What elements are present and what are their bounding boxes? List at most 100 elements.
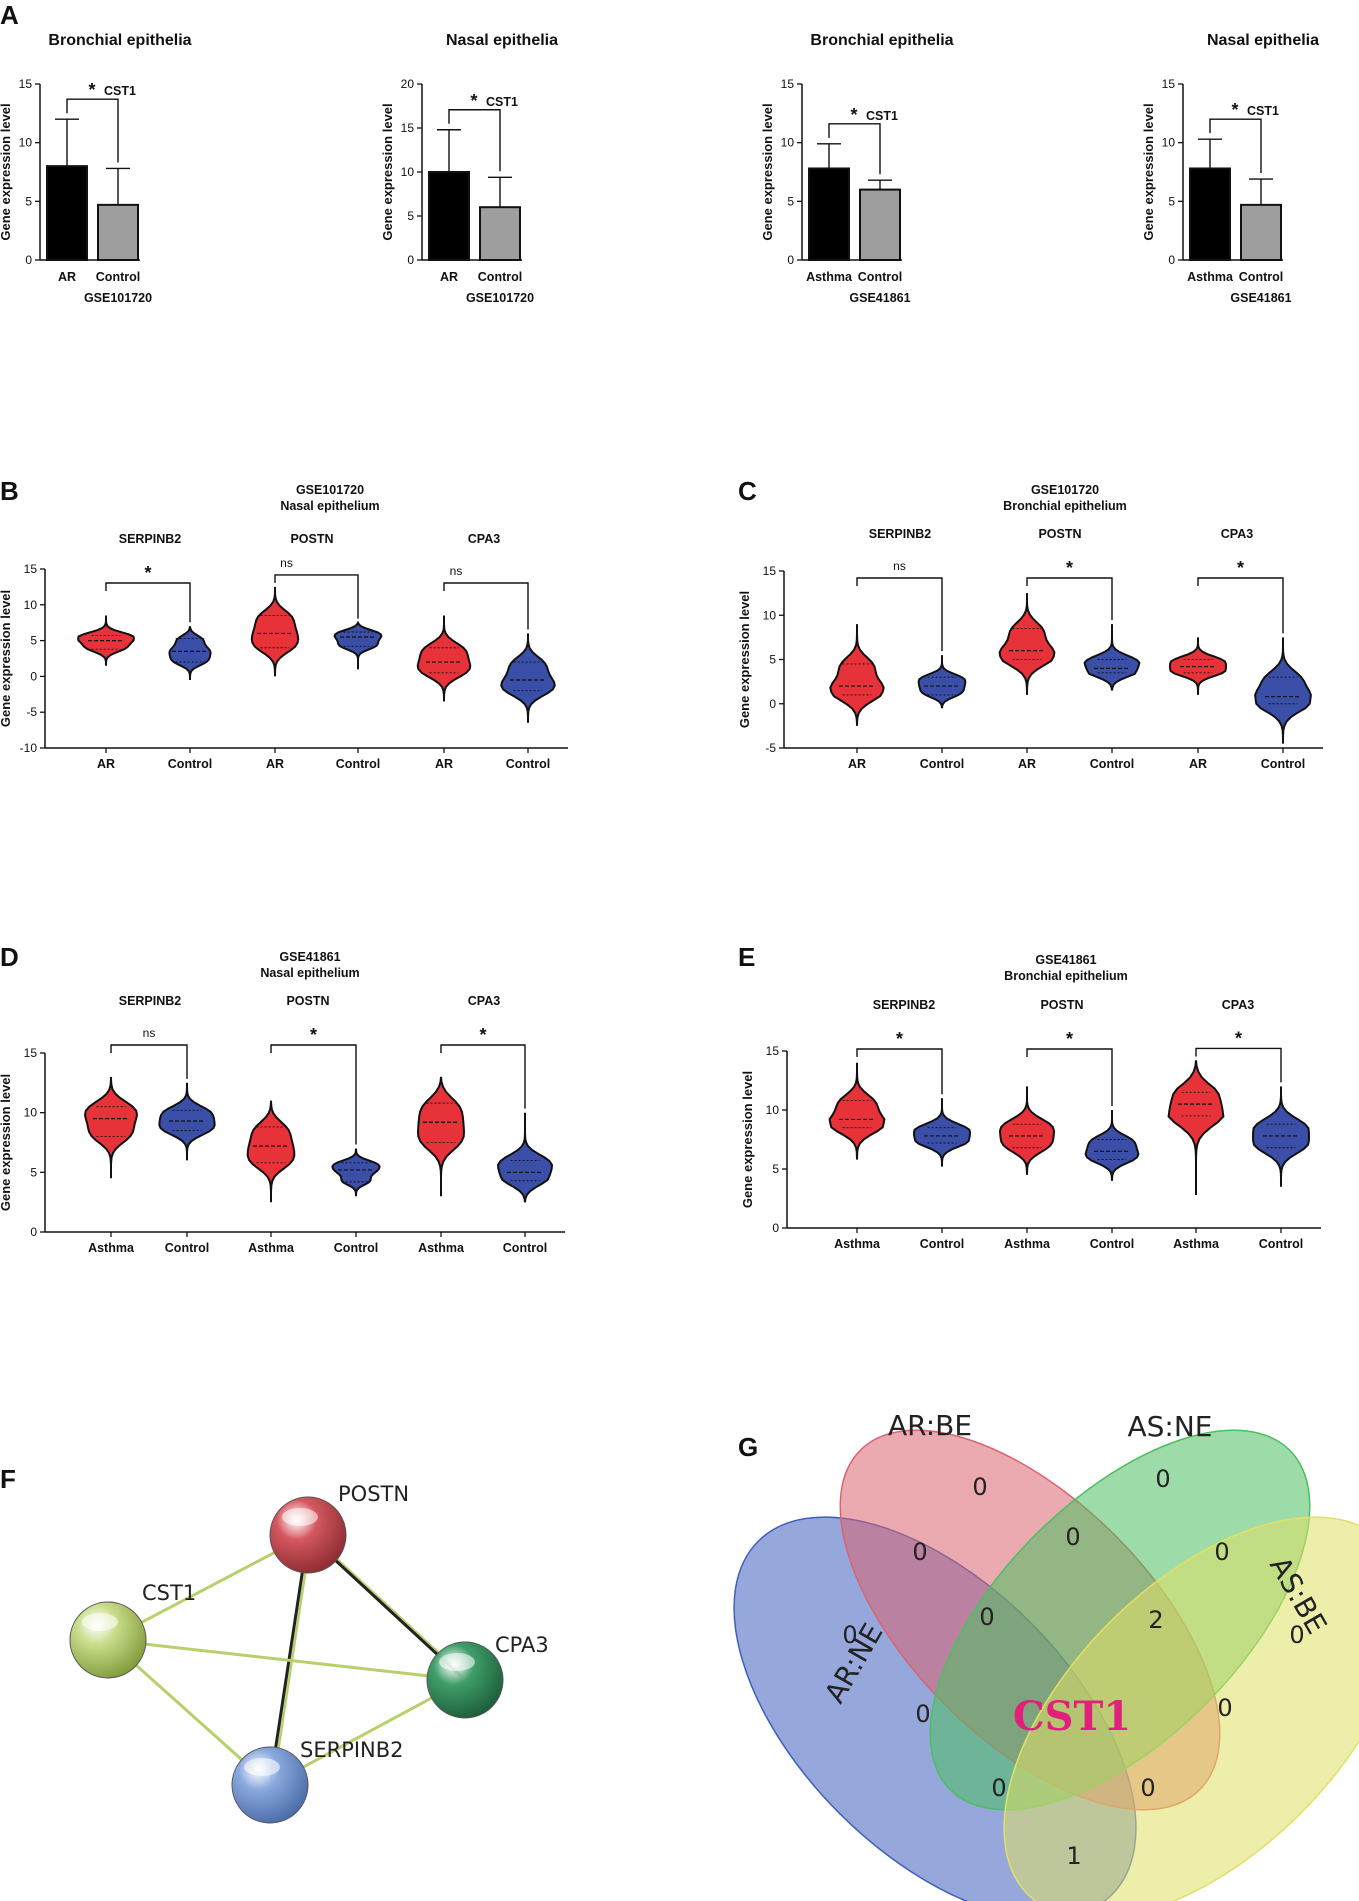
violin-cpa3-control (496, 1112, 554, 1203)
y-tick-label: 10 (24, 598, 38, 612)
category-label: Control (478, 270, 522, 284)
chart-title: Bronchial epithelia (810, 32, 953, 49)
significance-marker: * (479, 1025, 486, 1045)
violin-cpa3-asthma (1167, 1060, 1225, 1195)
category-label: AR (435, 757, 453, 771)
bar-chart-3: Bronchial epithelia 0 5 10 15 Gene expression… (760, 32, 954, 305)
bar-ar (428, 171, 470, 261)
chart-subtitle: Nasal epithelium (260, 966, 359, 980)
y-tick-label: 5 (769, 653, 776, 667)
node-cst1 (69, 1601, 147, 1679)
violin-postn-control (1084, 1110, 1140, 1181)
significance-bracket (1195, 1047, 1282, 1083)
gene-label: SERPINB2 (119, 994, 182, 1008)
y-tick-label: 0 (1168, 253, 1175, 267)
panel-label-a: A (0, 0, 19, 30)
violin-panels: GSE101720 Nasal epithelium -10 -5 0 5 10 15 Gene… (0, 483, 1323, 1255)
y-tick-label: 10 (781, 136, 795, 150)
venn-count: 0 (1140, 1774, 1155, 1802)
category-label: Asthma (834, 1237, 881, 1251)
y-tick-label: 15 (19, 77, 33, 91)
y-tick-label: 5 (30, 1165, 37, 1179)
significance-marker: * (144, 563, 151, 583)
significance-marker: ns (280, 556, 293, 570)
y-axis-label: Gene expression level (380, 103, 395, 240)
node-label: POSTN (338, 1482, 409, 1506)
venn-count: 0 (1065, 1523, 1080, 1551)
gene-label: SERPINB2 (869, 527, 932, 541)
significance-bracket (270, 1044, 357, 1145)
y-tick-label: 15 (1162, 77, 1176, 91)
venn-center-label: CST1 (1013, 1693, 1131, 1740)
category-label: Control (506, 757, 550, 771)
y-tick-label: 10 (763, 608, 777, 622)
violin-chart-e: GSE41861 Bronchial epithelium 0 5 10 15 Gene e… (740, 953, 1321, 1251)
category-label: Asthma (88, 1241, 135, 1255)
significance-marker: * (1237, 558, 1244, 578)
category-label: AR (58, 270, 76, 284)
y-tick-label: 5 (25, 194, 32, 208)
y-tick-label: 10 (766, 1103, 780, 1117)
category-label: AR (1018, 757, 1036, 771)
gene-label: POSTN (1040, 998, 1083, 1012)
category-label: Asthma (1173, 1237, 1220, 1251)
violin-postn-ar (250, 586, 300, 677)
bar-chart-1: Bronchial epithelia 0 5 10 15 Gene expression… (0, 32, 192, 305)
category-label: AR (1189, 757, 1207, 771)
x-axis-label: GSE101720 (466, 291, 534, 305)
x-axis-label: GSE41861 (849, 291, 910, 305)
violin-cpa3-control (1254, 637, 1312, 744)
venn-count: 1 (1066, 1842, 1081, 1870)
gene-label: CST1 (104, 84, 136, 98)
chart-title: Bronchial epithelia (48, 32, 191, 49)
significance-marker: * (1066, 558, 1073, 578)
venn-set-as-be (1003, 1516, 1359, 1901)
violin-chart-b: GSE101720 Nasal epithelium -10 -5 0 5 10 15 Gene… (0, 483, 568, 771)
y-tick-label: -5 (765, 741, 776, 755)
significance-bracket (1026, 577, 1113, 621)
node-highlight (439, 1653, 475, 1671)
gene-label: POSTN (286, 994, 329, 1008)
bar-control (859, 188, 901, 262)
y-tick-label: 0 (772, 1221, 779, 1235)
y-tick-label: 5 (787, 194, 794, 208)
venn-count: 2 (1148, 1606, 1163, 1634)
significance-bracket (440, 1044, 526, 1109)
violin-serpinb2-control (912, 1098, 972, 1167)
venn-count: 0 (915, 1700, 930, 1728)
significance-bracket (110, 1044, 188, 1079)
panel-label-e: E (738, 942, 755, 972)
node-highlight (244, 1758, 280, 1776)
category-label: Asthma (1187, 270, 1234, 284)
venn-count: 0 (972, 1473, 987, 1501)
category-label: Control (920, 757, 964, 771)
violin-chart-d: GSE41861 Nasal epithelium 0 5 10 15 Gene expre… (0, 950, 565, 1255)
violin-postn-control (1083, 624, 1141, 691)
significance-bracket (828, 123, 881, 175)
panel-label-d: D (0, 942, 19, 972)
significance-marker: ns (893, 559, 906, 573)
node-label: CST1 (142, 1581, 196, 1605)
significance-bracket (1209, 118, 1262, 174)
y-tick-label: 15 (763, 564, 777, 578)
gene-label: POSTN (290, 532, 333, 546)
significance-marker: * (1066, 1029, 1073, 1049)
bar-asthma (808, 167, 850, 261)
venn-count: 0 (912, 1538, 927, 1566)
significance-marker: * (896, 1029, 903, 1049)
venn-count: 0 (1214, 1538, 1229, 1566)
gene-label: CPA3 (468, 532, 500, 546)
category-label: AR (266, 757, 284, 771)
edge-cst1-cpa3 (107, 1638, 466, 1682)
node-label: SERPINB2 (300, 1738, 404, 1762)
gene-label: CPA3 (1221, 527, 1253, 541)
y-tick-label: 5 (1168, 194, 1175, 208)
category-label: Asthma (806, 270, 853, 284)
venn-set-label: AS:NE (1128, 1410, 1213, 1443)
bar-control (479, 206, 521, 261)
violin-serpinb2-asthma (83, 1076, 139, 1179)
category-label: Control (1239, 270, 1283, 284)
category-label: Control (858, 270, 902, 284)
x-axis-label: GSE41861 (1230, 291, 1291, 305)
